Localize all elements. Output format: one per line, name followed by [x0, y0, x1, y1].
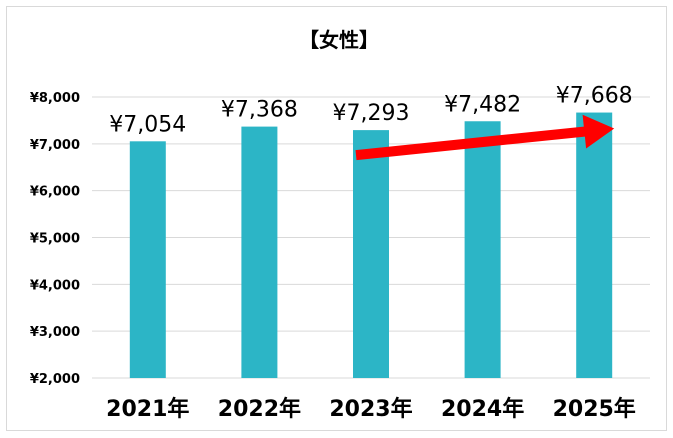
chart-frame — [6, 6, 667, 431]
data-label: ¥7,054 — [109, 112, 186, 137]
x-tick-label: 2021年 — [106, 396, 189, 422]
data-label: ¥7,482 — [444, 92, 521, 117]
x-tick-label: 2022年 — [218, 396, 301, 422]
bars — [129, 112, 613, 378]
y-tick-label: ¥5,000 — [30, 232, 80, 247]
y-tick-label: ¥3,000 — [30, 325, 80, 340]
bar — [129, 141, 166, 378]
x-tick-label: 2025年 — [553, 396, 636, 422]
trend-arrow — [355, 114, 615, 161]
x-axis-ticks: 2021年 2022年 2023年 2024年 2025年 — [106, 396, 636, 422]
data-label: ¥7,293 — [333, 101, 410, 126]
y-tick-label: ¥2,000 — [30, 372, 80, 387]
x-tick-label: 2023年 — [329, 396, 412, 422]
data-label: ¥7,368 — [221, 98, 298, 123]
y-tick-label: ¥8,000 — [30, 91, 80, 106]
y-axis-ticks: ¥2,000 ¥3,000 ¥4,000 ¥5,000 ¥6,000 ¥7,000 ¥8,0… — [30, 91, 80, 387]
bar — [576, 112, 613, 378]
y-tick-label: ¥4,000 — [30, 278, 80, 293]
x-tick-label: 2024年 — [441, 396, 524, 422]
bar — [464, 121, 501, 378]
y-tick-label: ¥6,000 — [30, 185, 80, 200]
y-tick-label: ¥7,000 — [30, 138, 80, 153]
trend-arrow-shape — [355, 114, 615, 161]
chart-title: 【女性】 — [299, 28, 379, 52]
bar — [241, 126, 278, 378]
data-label: ¥7,668 — [556, 84, 633, 109]
data-labels: ¥7,054 ¥7,368 ¥7,293 ¥7,482 ¥7,668 — [109, 84, 632, 138]
bar — [353, 130, 389, 378]
